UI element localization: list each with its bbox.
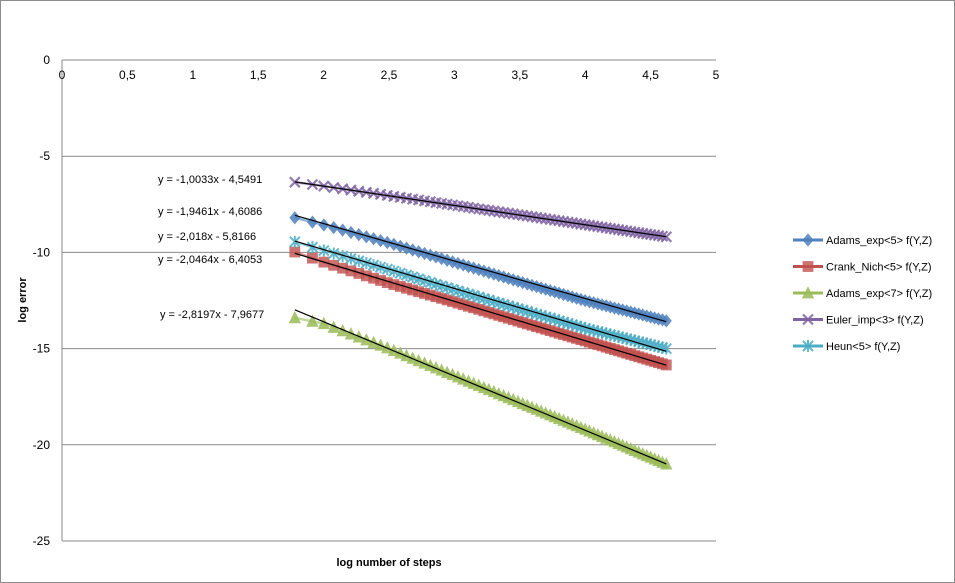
- legend-marker: [802, 261, 814, 272]
- x-tick-label: 5: [713, 68, 720, 82]
- data-point: [318, 244, 330, 257]
- data-point: [367, 259, 380, 272]
- data-point: [388, 265, 400, 278]
- legend-label: Crank_Nich<5> f(Y,Z): [826, 262, 932, 274]
- trendline-equation: y = -1,0033x - 4,5491: [158, 174, 262, 186]
- trendline-equation: y = -2,8197x - 7,9677: [160, 309, 264, 321]
- data-point: [289, 235, 301, 248]
- x-tick-label: 3: [451, 68, 458, 82]
- legend-marker: [801, 286, 815, 299]
- trendline: [294, 240, 667, 352]
- data-point: [345, 252, 357, 265]
- legend-item: Adams_exp<7> f(Y,Z): [793, 286, 932, 300]
- legend-item: Adams_exp<5> f(Y,Z): [793, 233, 932, 247]
- y-tick-label: -20: [33, 438, 51, 452]
- x-tick-label: 4,5: [642, 68, 659, 82]
- data-point: [306, 314, 319, 327]
- x-tick-label: 0: [59, 68, 66, 82]
- trendline: [294, 214, 667, 323]
- legend-marker: [802, 313, 814, 326]
- legend: Adams_exp<5> f(Y,Z) Crank_Nich<5> f(Y,Z) A…: [793, 233, 932, 353]
- legend-item: Euler_imp<3> f(Y,Z): [793, 313, 924, 327]
- trendlines: [294, 181, 667, 465]
- x-tick-label: 1: [189, 68, 196, 82]
- y-tick-label: 0: [43, 53, 50, 67]
- data-point: [306, 241, 319, 254]
- data-point: [336, 250, 349, 263]
- data-point: [288, 310, 301, 324]
- y-tick-label: -10: [33, 245, 51, 259]
- data-point: [660, 314, 672, 328]
- data-point: [660, 231, 673, 243]
- trendline-equation: y = -2,0464x - 6,4053: [158, 254, 262, 266]
- x-tick-label: 1,5: [250, 68, 267, 82]
- legend-item: Heun<5> f(Y,Z): [793, 340, 900, 353]
- y-tick-label: -5: [39, 149, 50, 163]
- data-point: [289, 246, 301, 258]
- x-tick-label: 0,5: [119, 68, 136, 82]
- data-point: [360, 257, 373, 270]
- data-series: [288, 176, 673, 470]
- data-point: [327, 247, 340, 260]
- x-tick-label: 2: [320, 68, 327, 82]
- y-tick-labels: 0 -5 -10 -15 -20 -25: [33, 53, 51, 548]
- trendline-equation: y = -1,9461x - 4,6086: [158, 206, 262, 218]
- data-point: [289, 211, 301, 225]
- data-point: [381, 263, 393, 276]
- trendline-equation: y = -2,018x - 5,8166: [158, 231, 256, 243]
- data-point: [660, 342, 673, 355]
- legend-marker: [802, 233, 814, 247]
- x-tick-label: 4: [582, 68, 589, 82]
- x-tick-label: 2,5: [381, 68, 398, 82]
- x-axis: 0 0,5 1 1,5 2 2,5 3 3,5 4 4,5 5: [59, 59, 720, 541]
- y-tick-label: -25: [33, 534, 51, 548]
- trendline: [294, 309, 667, 465]
- legend-label: Adams_exp<7> f(Y,Z): [826, 288, 932, 300]
- gridlines: [62, 155, 716, 542]
- legend-label: Euler_imp<3> f(Y,Z): [826, 315, 924, 327]
- data-point: [306, 215, 318, 229]
- data-point: [374, 261, 387, 274]
- x-tick-label: 3,5: [511, 68, 528, 82]
- trendline: [294, 252, 667, 366]
- legend-marker: [802, 340, 814, 352]
- trendline-equations: y = -1,0033x - 4,5491 y = -1,9461x - 4,60…: [158, 174, 264, 321]
- legend-label: Adams_exp<5> f(Y,Z): [826, 235, 932, 247]
- trendline: [294, 181, 667, 238]
- x-axis-title: log number of steps: [336, 557, 441, 569]
- legend-label: Heun<5> f(Y,Z): [826, 341, 900, 353]
- y-axis-title: log error: [17, 277, 29, 323]
- data-point: [394, 267, 406, 280]
- legend-item: Crank_Nich<5> f(Y,Z): [793, 261, 932, 274]
- y-tick-label: -15: [33, 342, 51, 356]
